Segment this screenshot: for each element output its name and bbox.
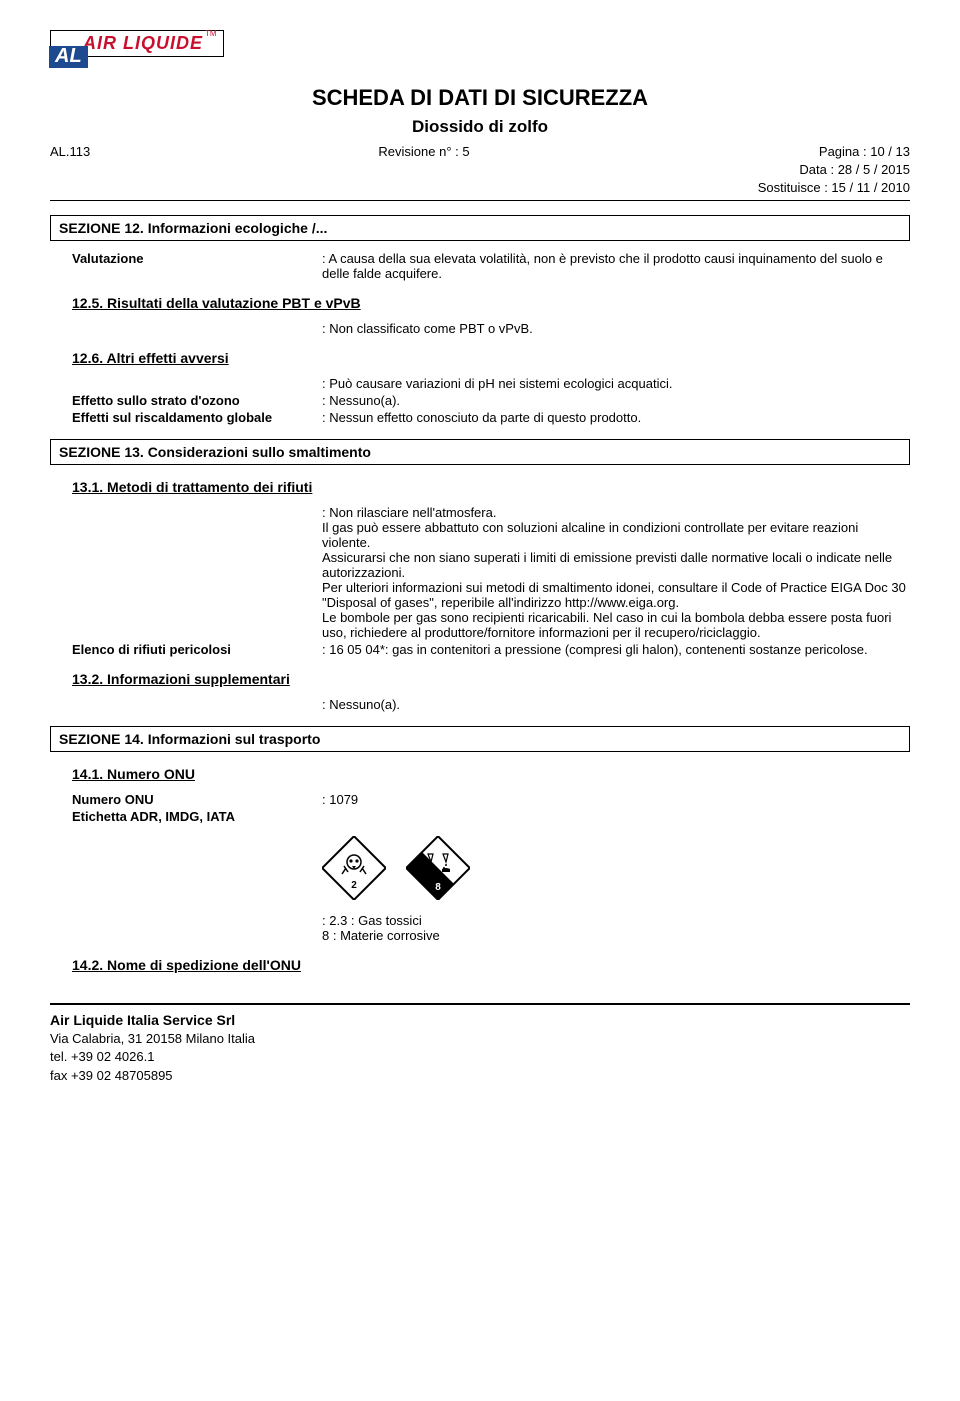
section-14-header: SEZIONE 14. Informazioni sul trasporto: [50, 726, 910, 752]
corrosive-class-number: 8: [435, 882, 441, 893]
pbt-value: Non classificato come PBT o vPvB.: [322, 321, 910, 336]
footer-address: Via Calabria, 31 20158 Milano Italia: [50, 1030, 910, 1048]
ozone-label: Effetto sullo strato d'ozono: [72, 393, 322, 408]
toxic-gas-icon: 2: [322, 836, 386, 900]
footer-tel: tel. +39 02 4026.1: [50, 1048, 910, 1066]
subsection-13-1: 13.1. Metodi di trattamento dei rifiuti: [72, 479, 910, 495]
onu-label: Numero ONU: [72, 792, 322, 807]
doc-date: Data : 28 / 5 / 2015: [758, 161, 910, 179]
evaluation-label: Valutazione: [72, 251, 322, 266]
onu-value: 1079: [322, 792, 910, 807]
supplementary-value: Nessuno(a).: [322, 697, 910, 712]
doc-page: Pagina : 10 / 13: [758, 143, 910, 161]
section-12-header: SEZIONE 12. Informazioni ecologiche /...: [50, 215, 910, 241]
hazard-class-text: 2.3 : Gas tossici 8 : Materie corrosive: [322, 913, 910, 943]
hazwaste-value: 16 05 04*: gas in contenitori a pression…: [322, 642, 910, 657]
footer-fax: fax +39 02 48705895: [50, 1067, 910, 1085]
document-subtitle: Diossido di zolfo: [50, 117, 910, 137]
footer-company: Air Liquide Italia Service Srl: [50, 1011, 910, 1031]
document-title: SCHEDA DI DATI DI SICUREZZA: [50, 85, 910, 111]
adr-label: Etichetta ADR, IMDG, IATA: [72, 809, 322, 824]
disposal-text: Non rilasciare nell'atmosfera. Il gas pu…: [322, 505, 910, 640]
warming-label: Effetti sul riscaldamento globale: [72, 410, 322, 425]
subsection-12-6: 12.6. Altri effetti avversi: [72, 350, 910, 366]
ph-variation-value: Può causare variazioni di pH nei sistemi…: [322, 376, 910, 391]
logo: AIR LIQUIDETM AL: [50, 30, 224, 57]
subsection-12-5: 12.5. Risultati della valutazione PBT e …: [72, 295, 910, 311]
subsection-13-2: 13.2. Informazioni supplementari: [72, 671, 910, 687]
doc-supersedes: Sostituisce : 15 / 11 / 2010: [758, 179, 910, 197]
page-footer: Air Liquide Italia Service Srl Via Calab…: [50, 1003, 910, 1085]
doc-meta-right: Pagina : 10 / 13 Data : 28 / 5 / 2015 So…: [758, 143, 910, 198]
logo-tm: TM: [205, 29, 217, 38]
logo-mark: AL: [49, 46, 88, 68]
hazwaste-label: Elenco di rifiuti pericolosi: [72, 642, 322, 657]
document-header: AL.113 Revisione n° : 5 Pagina : 10 / 13…: [50, 143, 910, 201]
corrosive-icon: 8: [406, 836, 470, 900]
evaluation-value: A causa della sua elevata volatilità, no…: [322, 251, 910, 281]
page: AIR LIQUIDETM AL SCHEDA DI DATI DI SICUR…: [0, 0, 960, 1105]
ozone-value: Nessuno(a).: [322, 393, 910, 408]
toxic-class-number: 2: [351, 880, 357, 891]
subsection-14-1: 14.1. Numero ONU: [72, 766, 910, 782]
doc-revision: Revisione n° : 5: [378, 143, 469, 198]
hazard-pictograms: 2 8: [322, 836, 470, 900]
doc-code: AL.113: [50, 143, 90, 198]
s12-evaluation: Valutazione A causa della sua elevata vo…: [72, 251, 910, 281]
section-13-header: SEZIONE 13. Considerazioni sullo smaltim…: [50, 439, 910, 465]
subsection-14-2: 14.2. Nome di spedizione dell'ONU: [72, 957, 910, 973]
warming-value: Nessun effetto conosciuto da parte di qu…: [322, 410, 910, 425]
